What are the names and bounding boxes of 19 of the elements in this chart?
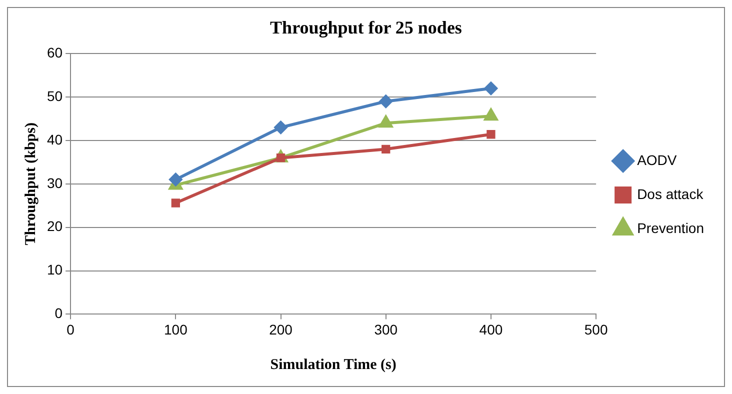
y-tick-label: 50 [46,88,63,104]
y-tick-label: 0 [54,305,63,322]
y-axis-title: Throughput (kbps) [22,122,39,246]
y-tick-label: 30 [46,174,63,191]
x-tick-label: 400 [479,321,503,338]
x-tick-label: 500 [584,321,608,338]
y-tick-label: 40 [46,131,63,148]
legend-label: AODV [637,152,678,168]
x-tick-label: 100 [164,321,188,338]
y-tick-label: 20 [46,218,63,234]
chart-title: Throughput for 25 nodes [270,17,462,38]
y-tick-label: 60 [46,44,63,60]
legend-label: Prevention [637,220,704,236]
x-axis-title: Simulation Time (s) [270,356,396,373]
y-tick-label: 10 [46,262,63,278]
x-tick-label: 300 [374,321,398,338]
x-tick-label: 200 [269,321,293,338]
x-tick-label: 0 [66,321,75,338]
legend-label: Dos attack [637,186,704,202]
